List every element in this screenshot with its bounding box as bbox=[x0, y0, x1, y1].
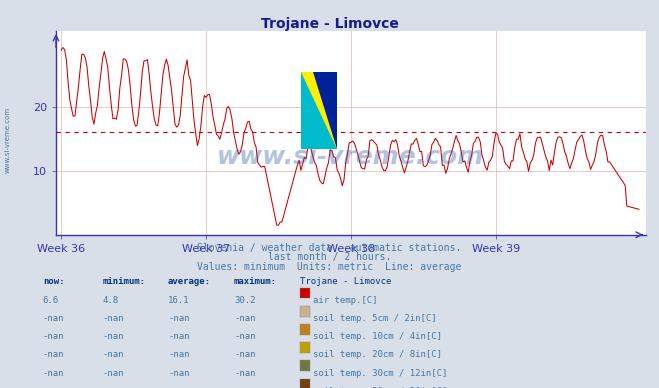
Text: -nan: -nan bbox=[168, 332, 190, 341]
Text: -nan: -nan bbox=[102, 350, 124, 359]
Text: Values: minimum  Units: metric  Line: average: Values: minimum Units: metric Line: aver… bbox=[197, 262, 462, 272]
Text: -nan: -nan bbox=[168, 314, 190, 323]
Text: soil temp. 5cm / 2in[C]: soil temp. 5cm / 2in[C] bbox=[313, 314, 437, 323]
Text: -nan: -nan bbox=[168, 369, 190, 378]
Text: Slovenia / weather data - automatic stations.: Slovenia / weather data - automatic stat… bbox=[197, 242, 462, 253]
Text: -nan: -nan bbox=[234, 314, 256, 323]
Text: -nan: -nan bbox=[102, 314, 124, 323]
Text: 6.6: 6.6 bbox=[43, 296, 59, 305]
Text: -nan: -nan bbox=[102, 332, 124, 341]
Text: -nan: -nan bbox=[43, 350, 65, 359]
Text: 16.1: 16.1 bbox=[168, 296, 190, 305]
Text: -nan: -nan bbox=[168, 350, 190, 359]
Text: 4.8: 4.8 bbox=[102, 296, 118, 305]
Text: -nan: -nan bbox=[43, 387, 65, 388]
Text: -nan: -nan bbox=[102, 387, 124, 388]
Polygon shape bbox=[301, 71, 337, 149]
Text: -nan: -nan bbox=[234, 350, 256, 359]
Text: -nan: -nan bbox=[168, 387, 190, 388]
Text: Trojane - Limovce: Trojane - Limovce bbox=[260, 17, 399, 31]
Text: maximum:: maximum: bbox=[234, 277, 277, 286]
Text: www.si-vreme.com: www.si-vreme.com bbox=[217, 146, 484, 169]
Text: -nan: -nan bbox=[43, 369, 65, 378]
Text: -nan: -nan bbox=[43, 314, 65, 323]
Text: air temp.[C]: air temp.[C] bbox=[313, 296, 378, 305]
Text: now:: now: bbox=[43, 277, 65, 286]
Text: -nan: -nan bbox=[234, 369, 256, 378]
Polygon shape bbox=[314, 71, 337, 149]
Text: average:: average: bbox=[168, 277, 211, 286]
Text: Trojane - Limovce: Trojane - Limovce bbox=[300, 277, 391, 286]
Text: last month / 2 hours.: last month / 2 hours. bbox=[268, 252, 391, 262]
Polygon shape bbox=[301, 71, 337, 149]
Text: 30.2: 30.2 bbox=[234, 296, 256, 305]
Text: soil temp. 50cm / 20in[C]: soil temp. 50cm / 20in[C] bbox=[313, 387, 447, 388]
Text: soil temp. 20cm / 8in[C]: soil temp. 20cm / 8in[C] bbox=[313, 350, 442, 359]
Text: -nan: -nan bbox=[234, 387, 256, 388]
Text: -nan: -nan bbox=[234, 332, 256, 341]
Text: www.si-vreme.com: www.si-vreme.com bbox=[5, 107, 11, 173]
Text: soil temp. 30cm / 12in[C]: soil temp. 30cm / 12in[C] bbox=[313, 369, 447, 378]
Text: -nan: -nan bbox=[43, 332, 65, 341]
Text: -nan: -nan bbox=[102, 369, 124, 378]
Text: soil temp. 10cm / 4in[C]: soil temp. 10cm / 4in[C] bbox=[313, 332, 442, 341]
Text: minimum:: minimum: bbox=[102, 277, 145, 286]
